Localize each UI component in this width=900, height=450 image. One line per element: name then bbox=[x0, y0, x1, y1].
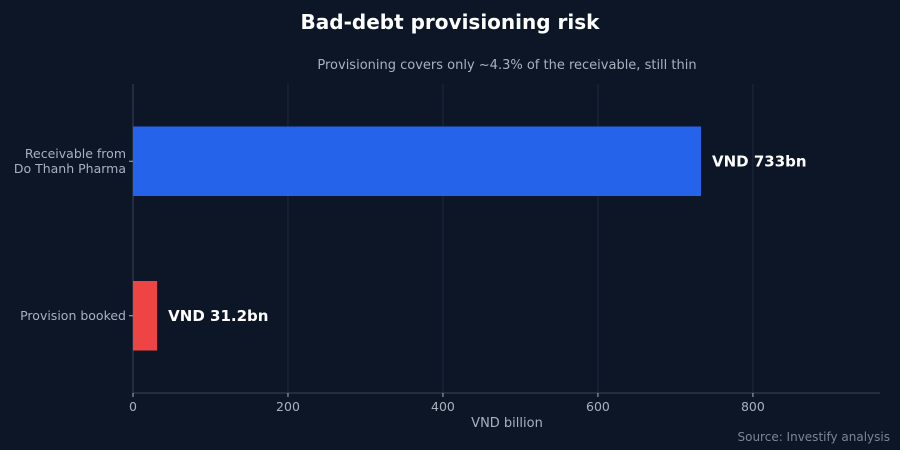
data-label-0: VND 733bn bbox=[712, 152, 807, 170]
x-tick-label-200: 200 bbox=[276, 399, 300, 414]
x-axis-label: VND billion bbox=[471, 416, 543, 431]
bar-1 bbox=[133, 280, 158, 351]
bars: VND 733bn VND 31.2bn bbox=[133, 126, 807, 351]
x-tick-label-400: 400 bbox=[431, 399, 455, 414]
x-tick-label-600: 600 bbox=[586, 399, 610, 414]
source-note: Source: Investify analysis bbox=[737, 430, 890, 444]
x-tick-label-800: 800 bbox=[741, 399, 765, 414]
y-tick-label-0: Receivable from Do Thanh Pharma bbox=[14, 146, 126, 176]
bar-0 bbox=[133, 126, 701, 197]
y-tick-labels: Receivable from Do Thanh Pharma Provision … bbox=[14, 146, 133, 323]
x-tick-label-0: 0 bbox=[129, 399, 137, 414]
chart-subtitle: Provisioning covers only ~4.3% of the re… bbox=[317, 58, 696, 73]
x-tick-labels: 0 200 400 600 800 bbox=[129, 393, 765, 414]
y-tick-label-1: Provision booked bbox=[20, 308, 126, 323]
data-label-1: VND 31.2bn bbox=[168, 307, 268, 325]
chart-title: Bad-debt provisioning risk bbox=[301, 10, 601, 34]
